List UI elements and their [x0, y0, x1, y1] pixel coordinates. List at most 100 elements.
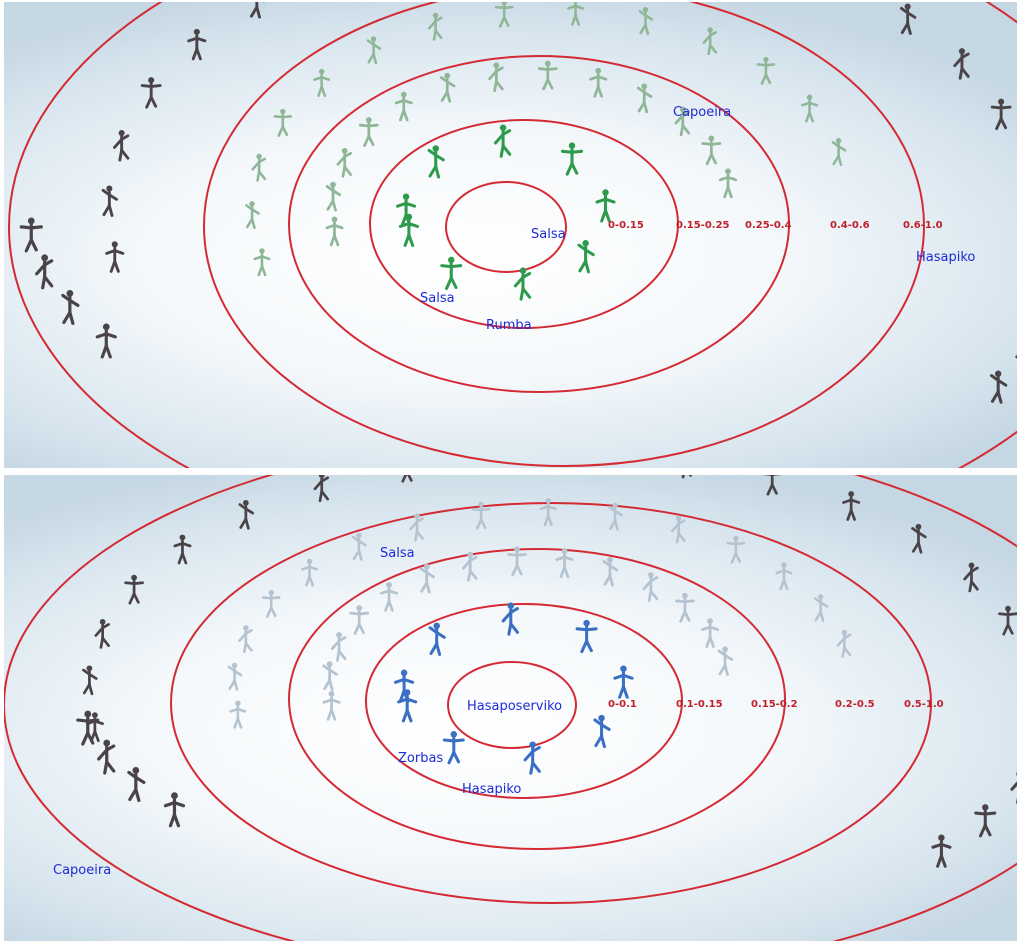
dancer-figure [963, 562, 979, 593]
ring-4 [170, 502, 932, 904]
dancer-figure [638, 7, 654, 36]
dancer-figure [493, 124, 512, 158]
dancer-figure [719, 168, 738, 199]
dancer-figure [61, 290, 80, 326]
ring-3 [288, 55, 790, 393]
dancer-figure [140, 77, 162, 109]
dancer-figure [575, 619, 598, 654]
dancer-figure [836, 629, 852, 658]
dancer-figure [577, 240, 595, 274]
dance-label-hasapiko: Hasapiko [916, 250, 975, 265]
ring-label-1: 0-0.1 [608, 699, 637, 710]
ring-label-1: 0-0.15 [608, 220, 644, 231]
dancer-figure [358, 117, 379, 147]
ring-2 [365, 603, 683, 799]
dancer-figure [379, 581, 399, 612]
dancer-figure [608, 502, 623, 531]
dancer-figure [763, 475, 782, 496]
dancer-figure [636, 83, 653, 114]
ring-label-2: 0.1-0.15 [676, 699, 723, 710]
dancer-figure [537, 60, 558, 91]
dancer-figure [539, 498, 557, 527]
dancer-figure [471, 501, 491, 530]
dancer-figure [187, 28, 207, 61]
dancer-figure [1010, 772, 1017, 804]
dancer-figure [313, 68, 331, 97]
dancer-figure [974, 804, 997, 838]
dancer-figure [394, 669, 415, 703]
dancer-figure [229, 700, 247, 729]
dancer-figure [674, 106, 691, 137]
dance-label-rumba: Rumba [486, 318, 532, 333]
dancer-figure [76, 710, 100, 746]
dancer-figure [507, 546, 527, 577]
dancer-figure [613, 665, 634, 699]
dancer-figure [35, 254, 54, 290]
dance-label-zorbas: Zorbas [398, 751, 443, 766]
dancer-figure [419, 563, 435, 594]
dancer-figure [251, 153, 267, 182]
ring-5 [8, 2, 1017, 468]
dancer-figure [899, 3, 917, 35]
dancer-figure [19, 217, 43, 253]
dancer-figure [589, 67, 608, 98]
dance-label-salsa-center: Salsa [531, 227, 566, 242]
dancer-figure [94, 618, 110, 649]
top-rings-panel: 0-0.15 0.15-0.25 0.25-0.4 0.4-0.6 0.6-1.… [4, 2, 1017, 468]
dancer-figure [670, 515, 686, 544]
dancer-figure [112, 130, 130, 162]
dancer-figure [401, 475, 413, 483]
dancer-figure [322, 690, 341, 721]
dancer-figure [313, 475, 330, 503]
dance-label-hasaposerviko: Hasaposerviko [467, 699, 562, 714]
dancer-figure [593, 714, 611, 749]
dancer-figure [501, 602, 519, 636]
dancer-figure [330, 632, 347, 662]
dancer-figure [101, 185, 118, 217]
ring-label-5: 0.6-1.0 [903, 220, 943, 231]
dance-label-capoeira: Capoeira [53, 863, 111, 878]
dancer-figure [428, 622, 446, 656]
dancer-figure [801, 94, 819, 123]
dancer-figure [998, 605, 1017, 636]
dancer-figure [249, 2, 265, 19]
dancer-figure [775, 562, 793, 591]
ring-label-2: 0.15-0.25 [676, 220, 730, 231]
dancer-figure [409, 513, 424, 542]
dancer-figure [97, 739, 116, 775]
ring-label-4: 0.4-0.6 [830, 220, 870, 231]
dancer-figure [442, 731, 465, 765]
dancer-figure [756, 56, 776, 85]
dancer-figure [842, 491, 861, 521]
dancer-figure [127, 767, 146, 803]
dancer-figure [602, 556, 619, 587]
dancer-figure [349, 605, 370, 635]
dancer-figure [439, 72, 456, 103]
dancer-figure [227, 662, 243, 691]
dancer-figure [513, 267, 532, 301]
dancer-figure [366, 36, 382, 65]
dancer-figure [105, 241, 125, 273]
dancer-figure [394, 91, 413, 122]
dancer-figure [352, 532, 367, 561]
top-rings-scene: 0-0.15 0.15-0.25 0.25-0.4 0.4-0.6 0.6-1.… [8, 2, 1017, 468]
dancer-figure [325, 181, 342, 212]
dancer-figure [462, 551, 478, 582]
dancer-figure [567, 2, 585, 26]
dancer-figure [701, 135, 722, 166]
dancer-figure [238, 499, 255, 530]
dancer-figure [931, 834, 952, 868]
dancer-figure [523, 741, 541, 775]
dancer-figure [831, 137, 847, 166]
ring-4 [203, 2, 925, 467]
dancer-figure [560, 142, 584, 176]
dancer-figure [717, 646, 734, 677]
dancer-figure [488, 62, 504, 93]
ring-label-3: 0.25-0.4 [745, 220, 792, 231]
ring-label-3: 0.15-0.2 [751, 699, 798, 710]
dancer-figure [336, 147, 353, 178]
ring-label-5: 0.5-1.0 [904, 699, 944, 710]
dancer-figure [173, 534, 192, 565]
dancer-figure [911, 523, 927, 554]
dancer-figure [642, 572, 659, 602]
